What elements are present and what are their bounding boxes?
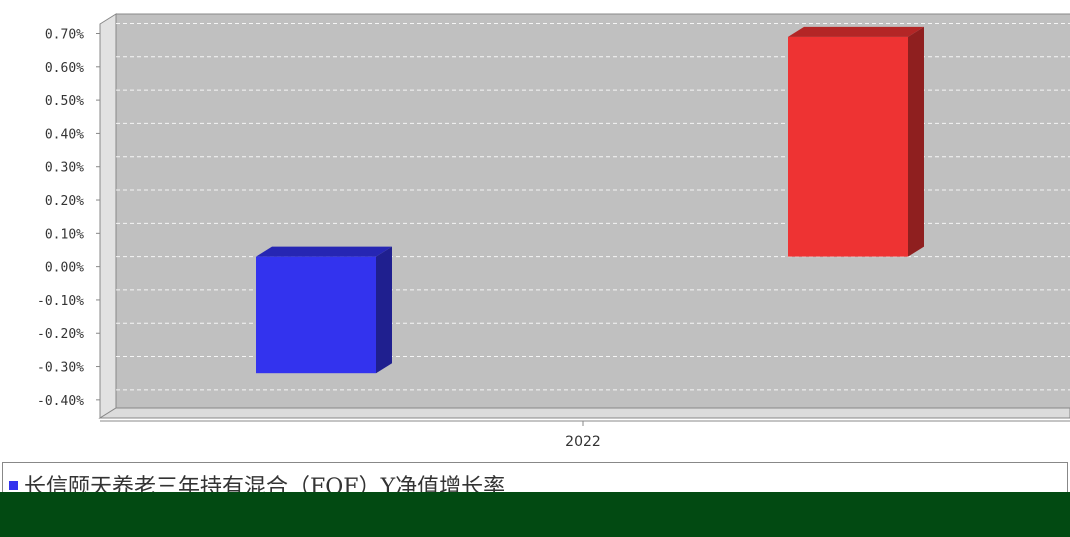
- y-tick-label: 0.50%: [45, 94, 84, 109]
- x-axis: 2022: [100, 420, 1070, 450]
- y-tick-label: 0.60%: [45, 61, 84, 76]
- bar-red: [788, 26, 924, 257]
- redaction-band: [0, 492, 1070, 537]
- plot-area: [98, 13, 1070, 419]
- y-tick-label: 0.10%: [45, 227, 84, 242]
- y-tick-label: -0.40%: [37, 394, 84, 409]
- bar-blue: [256, 246, 392, 374]
- bar-side-face: [908, 26, 924, 257]
- bar-front-face: [788, 36, 908, 257]
- plot-floor: [98, 407, 1070, 419]
- bar-top-face: [788, 26, 924, 37]
- bars: [256, 26, 924, 374]
- y-tick-label: 0.00%: [45, 261, 84, 276]
- bar-side-face: [376, 246, 392, 374]
- bar-top-face: [256, 246, 392, 257]
- legend-swatch-blue: [9, 480, 18, 490]
- bar-front-face: [256, 256, 376, 374]
- y-axis-ticks: 0.70% 0.60% 0.50% 0.40% 0.30% 0.20% 0.10% 0.00%…: [37, 28, 100, 409]
- plot-left-wall: [99, 13, 117, 419]
- grid-lines: [116, 23, 1070, 391]
- bar-chart: 0.70% 0.60% 0.50% 0.40% 0.30% 0.20% 0.10% 0.00%…: [37, 13, 1070, 450]
- y-tick-label: -0.30%: [37, 361, 84, 376]
- y-tick-label: 0.30%: [45, 161, 84, 176]
- y-tick-label: -0.10%: [37, 294, 84, 309]
- y-tick-label: 0.40%: [45, 127, 84, 142]
- y-tick-label: -0.20%: [37, 327, 84, 342]
- y-tick-label: 0.70%: [45, 28, 84, 43]
- y-tick-label: 0.20%: [45, 194, 84, 209]
- x-tick-label: 2022: [565, 434, 601, 450]
